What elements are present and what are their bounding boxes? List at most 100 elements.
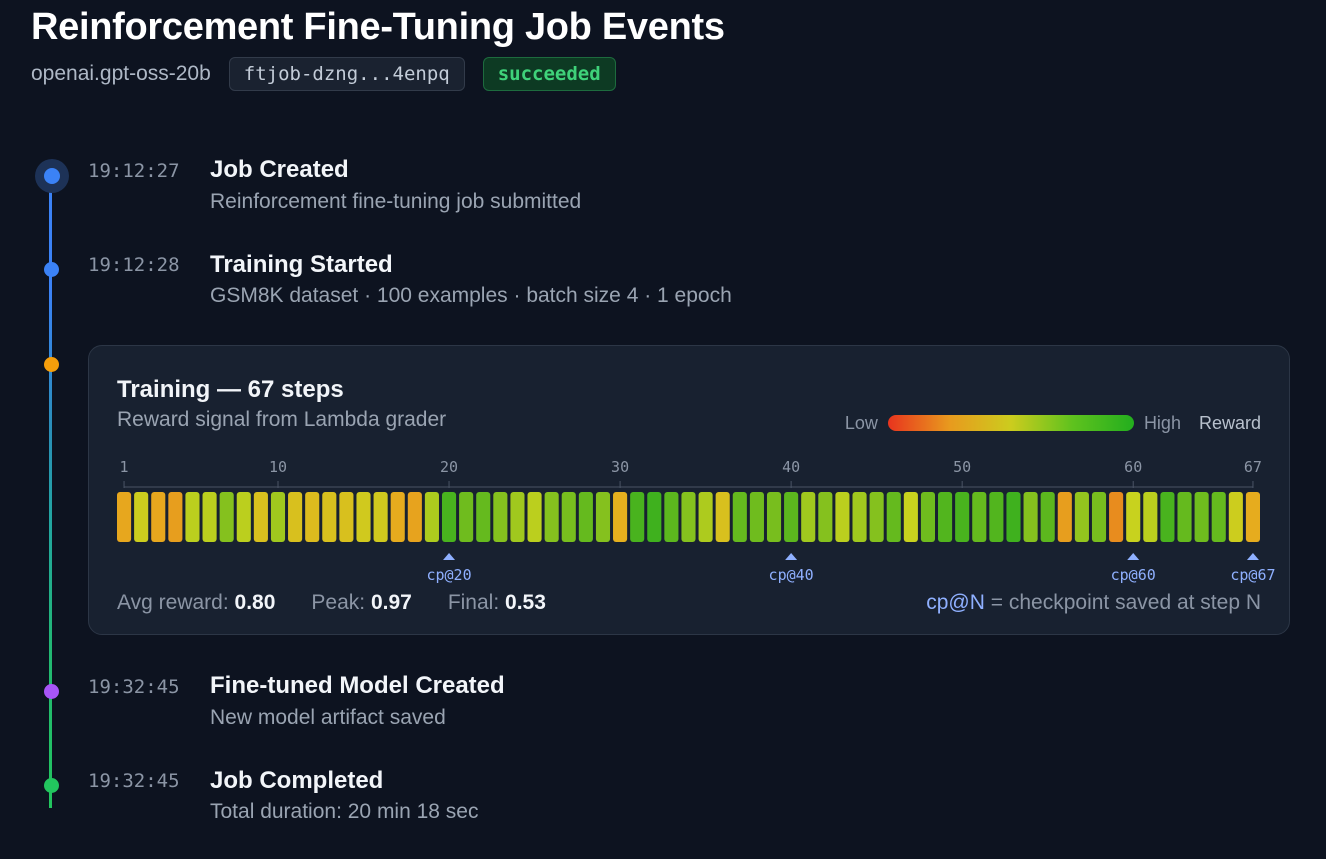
reward-cell xyxy=(1109,492,1124,542)
reward-cell xyxy=(373,492,388,542)
status-badge: succeeded xyxy=(482,57,616,91)
reward-cell xyxy=(305,492,320,542)
reward-cell xyxy=(647,492,662,542)
x-tick-label: 50 xyxy=(953,458,971,476)
legend-high-label: High xyxy=(1143,412,1181,433)
reward-cell xyxy=(698,492,713,542)
reward-cell xyxy=(989,492,1004,542)
reward-cell xyxy=(1040,492,1055,542)
timeline-dot-job-completed xyxy=(44,778,59,793)
stat-final-value: 0.53 xyxy=(505,591,546,614)
checkpoint-note-key: cp@N xyxy=(926,591,985,614)
reward-cell xyxy=(322,492,337,542)
checkpoint-label: cp@60 xyxy=(1111,566,1156,584)
reward-cell xyxy=(955,492,970,542)
timeline-dot-model-created xyxy=(44,684,59,699)
reward-cell xyxy=(1211,492,1226,542)
reward-cell xyxy=(202,492,217,542)
stat-peak: Peak: 0.97 xyxy=(311,591,412,614)
reward-cell xyxy=(1023,492,1038,542)
legend-low-label: Low xyxy=(844,412,878,433)
checkpoint-note: cp@N = checkpoint saved at step N xyxy=(926,589,1261,617)
reward-cell xyxy=(1228,492,1243,542)
stat-final: Final: 0.53 xyxy=(447,591,546,614)
stat-peak-value: 0.97 xyxy=(370,591,412,614)
job-id-chip[interactable]: ftjob-dzng...4enpq xyxy=(228,57,465,91)
x-tick-label: 1 xyxy=(120,458,129,476)
reward-cell xyxy=(1160,492,1175,542)
event-desc: Total duration: 20 min 18 sec xyxy=(210,800,479,823)
x-tick-label: 67 xyxy=(1244,458,1262,476)
reward-cell xyxy=(219,492,234,542)
x-tick-label: 40 xyxy=(782,458,800,476)
legend-gradient-bar xyxy=(887,415,1134,431)
legend-title: Reward xyxy=(1198,412,1261,433)
training-title: Training — 67 steps xyxy=(117,376,344,403)
timeline-dot-training xyxy=(44,357,59,372)
reward-cell xyxy=(1194,492,1209,542)
reward-cell xyxy=(595,492,611,542)
reward-cell xyxy=(630,492,645,542)
reward-cell xyxy=(527,492,542,542)
reward-heatmap: 1 10 20 30 40 50 60 67 cp@20 cp@40 cp@60 cp@67 xyxy=(117,458,1276,584)
reward-cell xyxy=(784,492,799,542)
reward-cell xyxy=(134,492,149,542)
reward-cell xyxy=(185,492,200,542)
reward-cell xyxy=(339,492,354,542)
reward-cell xyxy=(1245,492,1260,542)
reward-cell xyxy=(544,492,559,542)
reward-cell xyxy=(493,492,508,542)
reward-cell xyxy=(476,492,491,542)
reward-cell xyxy=(749,492,764,542)
reward-cell xyxy=(766,492,782,542)
reward-cell xyxy=(886,492,901,542)
reward-cell xyxy=(903,492,918,542)
timeline-dot-training-started xyxy=(44,262,59,277)
stat-avg-value: 0.80 xyxy=(234,591,276,614)
reward-cell xyxy=(288,492,303,542)
reward-cell xyxy=(1091,492,1107,542)
reward-cell xyxy=(681,492,696,542)
model-name: openai.gpt-oss-20b xyxy=(31,62,211,85)
checkpoint-label: cp@40 xyxy=(769,566,814,584)
reward-cell xyxy=(715,492,730,542)
reward-cell xyxy=(270,492,286,542)
reward-cell xyxy=(869,492,884,542)
event-time: 19:12:27 xyxy=(88,160,180,182)
event-desc: New model artifact saved xyxy=(210,706,446,729)
reward-cell xyxy=(852,492,867,542)
reward-legend: Low High Reward xyxy=(845,412,1261,434)
reward-cell xyxy=(920,492,936,542)
x-tick-label: 60 xyxy=(1124,458,1142,476)
checkpoint-label: cp@67 xyxy=(1230,566,1275,584)
reward-cell xyxy=(117,492,132,542)
reward-cell xyxy=(818,492,833,542)
event-time: 19:32:45 xyxy=(88,676,180,698)
reward-cell xyxy=(561,492,576,542)
event-desc: Reinforcement fine-tuning job submitted xyxy=(210,190,582,213)
event-time: 19:32:45 xyxy=(88,770,180,792)
checkpoint-marker-icon xyxy=(785,553,798,560)
reward-cell xyxy=(441,492,457,542)
reward-cell xyxy=(1143,492,1158,542)
checkpoint-marker-icon xyxy=(1127,553,1140,560)
reward-cell xyxy=(407,492,422,542)
job-summary-row: openai.gpt-oss-20b ftjob-dzng...4enpq su… xyxy=(31,57,616,91)
event-title-model-created: Fine-tuned Model Created xyxy=(210,672,505,699)
reward-cell xyxy=(1006,492,1021,542)
reward-cell xyxy=(236,492,251,542)
reward-cell xyxy=(801,492,816,542)
training-card: Training — 67 steps Reward signal from L… xyxy=(88,345,1290,635)
reward-cell xyxy=(578,492,593,542)
x-tick-label: 30 xyxy=(611,458,629,476)
reward-cell xyxy=(1177,492,1192,542)
reward-cell xyxy=(1057,492,1072,542)
event-title-job-created: Job Created xyxy=(210,156,349,183)
event-time: 19:12:28 xyxy=(88,254,180,276)
event-title-job-completed: Job Completed xyxy=(210,767,384,794)
checkpoint-label: cp@20 xyxy=(426,566,471,584)
event-title-training-started: Training Started xyxy=(210,251,393,278)
x-tick-label: 20 xyxy=(440,458,458,476)
reward-cell xyxy=(390,492,405,542)
reward-cell xyxy=(972,492,987,542)
